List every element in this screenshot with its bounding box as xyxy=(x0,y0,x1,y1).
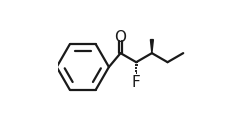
Polygon shape xyxy=(150,40,153,53)
Text: O: O xyxy=(114,30,126,45)
Text: F: F xyxy=(132,75,140,90)
